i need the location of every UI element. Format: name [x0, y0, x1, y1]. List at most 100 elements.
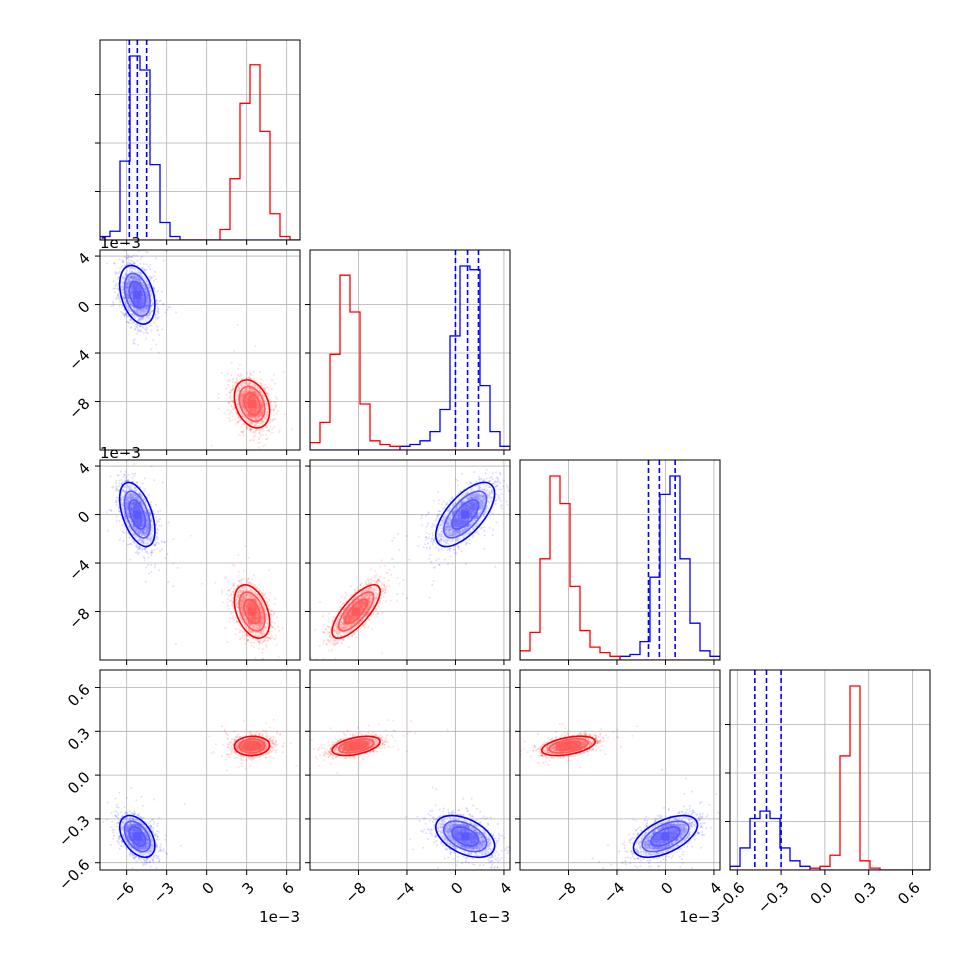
scatter-point: [133, 268, 136, 271]
scatter-point: [235, 378, 238, 381]
scatter-point: [153, 279, 155, 282]
panel-frame: [99, 39, 301, 241]
scatter-point: [144, 319, 147, 322]
scatter-point: [142, 267, 144, 270]
scatter-point: [142, 294, 145, 297]
scatter-point: [274, 396, 277, 399]
scatter-point: [112, 287, 115, 290]
scatter-point: [130, 325, 133, 328]
scatter-point: [141, 291, 144, 293]
scatter-point: [237, 367, 239, 370]
scatter-point: [145, 295, 148, 298]
scatter-point: [115, 283, 118, 286]
scatter-point: [258, 371, 261, 374]
scatter-point: [242, 434, 245, 437]
scatter-point: [122, 312, 125, 314]
scatter-point: [141, 298, 144, 300]
hist-panel-0: [95, 39, 301, 241]
scatter-point: [136, 323, 139, 326]
hist-clip: [730, 670, 930, 870]
scatter-point: [146, 308, 149, 310]
scatter-point: [132, 278, 135, 280]
scatter-point: [116, 284, 119, 287]
scatter-point: [130, 290, 133, 293]
panel-frame: [309, 249, 511, 451]
hist-clip: [100, 40, 300, 240]
scatter-point: [129, 275, 132, 278]
scatter-point: [271, 427, 274, 430]
scatter-point: [146, 319, 149, 322]
scatter-point: [146, 251, 149, 254]
scatter-point: [121, 259, 124, 262]
scatter-point: [132, 277, 135, 280]
scatter-point: [166, 308, 169, 311]
scatter-point: [135, 309, 138, 312]
scatter-point: [134, 308, 137, 311]
scatter-point: [130, 287, 133, 290]
scatter-point: [125, 285, 128, 288]
scatter-point: [271, 379, 273, 382]
scatter-point: [138, 271, 141, 274]
scatter-point: [114, 291, 117, 294]
scatter-point: [146, 293, 149, 296]
scatter-point: [148, 316, 151, 319]
scatter-point: [137, 319, 140, 322]
panel-bg: [100, 40, 300, 240]
scatter-point: [148, 285, 151, 288]
scatter-point: [141, 295, 144, 298]
scatter-point: [241, 422, 244, 425]
scatter-point: [227, 409, 230, 412]
scatter-point: [133, 275, 136, 278]
scatter-point: [270, 401, 273, 404]
scatter-point: [141, 284, 144, 287]
scatter-point: [135, 315, 138, 318]
scatter-point: [241, 431, 244, 434]
scatter-point: [145, 291, 148, 294]
scatter-point: [130, 288, 133, 291]
scatter-point: [138, 279, 141, 282]
scatter-point: [117, 297, 120, 300]
scatter-point: [135, 311, 138, 314]
scatter-point: [144, 288, 147, 291]
scatter-point: [260, 382, 263, 385]
scatter-point: [129, 276, 132, 279]
scatter-point: [156, 290, 159, 293]
scatter-point: [125, 257, 128, 260]
scatter-point: [142, 283, 145, 286]
scatter-point: [156, 311, 159, 314]
scatter-point: [139, 318, 142, 321]
scatter-point: [122, 297, 125, 300]
scatter-point: [127, 286, 130, 289]
scatter-point: [150, 304, 153, 307]
scatter-point: [114, 273, 117, 275]
scatter-point: [264, 443, 267, 446]
scatter-point: [128, 299, 131, 302]
scatter-point: [126, 269, 129, 272]
scatter-point: [271, 387, 274, 390]
scatter-point: [144, 337, 147, 340]
scatter-point: [130, 319, 133, 322]
scatter-point: [223, 412, 226, 415]
scatter-point: [115, 297, 118, 300]
scatter-point: [140, 272, 143, 275]
scatter-point: [116, 293, 119, 296]
scatter-point: [152, 339, 155, 342]
scatter-point: [230, 374, 233, 377]
scatter-point: [273, 425, 276, 428]
scatter-point: [131, 292, 134, 295]
scatter-point: [248, 439, 251, 442]
scatter-point: [145, 280, 148, 283]
scatter-point: [143, 328, 146, 331]
scatter-point: [141, 298, 144, 301]
scatter-point: [147, 315, 149, 318]
scatter-point: [131, 285, 134, 288]
scatter-point: [146, 332, 149, 335]
scatter-point: [126, 278, 129, 281]
scatter-point: [142, 263, 145, 265]
scatter-point: [146, 299, 148, 302]
scatter-point: [272, 414, 275, 417]
scatter-point: [127, 254, 130, 257]
scatter-point: [124, 477, 127, 480]
scatter-point: [156, 306, 159, 308]
scatter-point: [128, 259, 130, 261]
